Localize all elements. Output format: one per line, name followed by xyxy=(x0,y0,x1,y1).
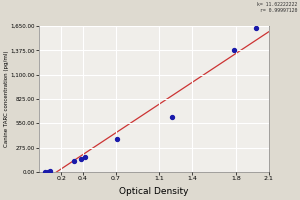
Point xyxy=(43,171,48,174)
Point xyxy=(72,159,76,163)
Text: k= 11.02222222
r= 0.99997120: k= 11.02222222 r= 0.99997120 xyxy=(257,2,297,13)
Point xyxy=(83,155,88,158)
X-axis label: Optical Density: Optical Density xyxy=(119,187,189,196)
Y-axis label: Canine TARC concentration (pg/ml): Canine TARC concentration (pg/ml) xyxy=(4,51,9,147)
Point xyxy=(253,27,258,30)
Point xyxy=(45,170,50,173)
Point xyxy=(78,157,83,160)
Point xyxy=(169,115,174,118)
Point xyxy=(231,49,236,52)
Point xyxy=(48,169,52,173)
Point xyxy=(115,137,119,141)
